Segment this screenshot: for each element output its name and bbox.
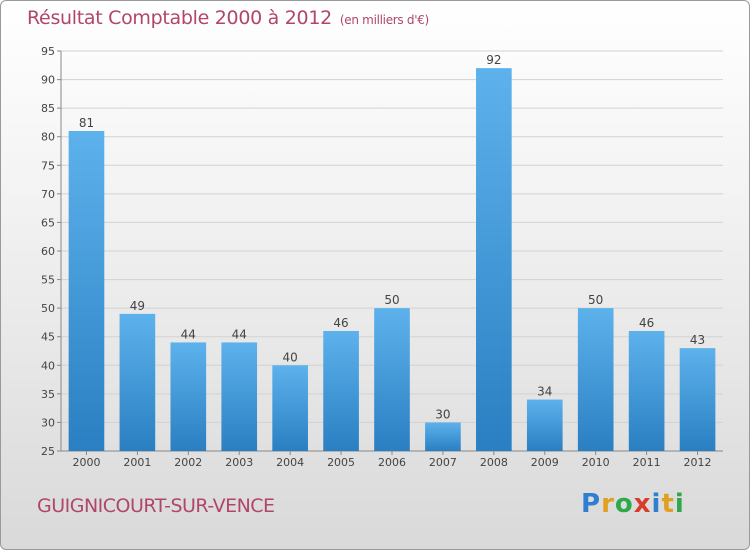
logo-letter: o [614,489,634,519]
bar-value-label: 50 [384,293,399,307]
y-tick-label: 80 [41,131,55,144]
y-tick-label: 45 [41,331,55,344]
y-tick-label: 85 [41,102,55,115]
y-tick-label: 75 [41,159,55,172]
bar [577,308,614,451]
logo-letter: i [674,489,685,519]
bar [221,342,258,451]
bar-value-label: 81 [79,116,94,130]
chart-title: Résultat Comptable 2000 à 2012 (en millie… [27,7,429,29]
x-tick-label: 2009 [531,456,559,469]
logo-letter: x [633,489,652,519]
bar [272,365,308,451]
bar-value-label: 49 [130,299,145,313]
bars [68,68,716,452]
y-tick-label: 35 [41,388,55,401]
x-tick-label: 2011 [633,456,661,469]
logo-letter: t [661,489,675,519]
logo-letter: r [601,489,615,519]
y-tick-label: 30 [41,416,55,429]
x-tick-label: 2008 [480,456,508,469]
x-tick-label: 2005 [327,456,355,469]
x-tick-label: 2006 [378,456,406,469]
logo-letter: P [581,489,602,519]
bar [170,342,207,451]
bar [476,68,512,452]
x-tick-label: 2012 [684,456,712,469]
x-tick-label: 2002 [174,456,202,469]
bar [119,313,156,451]
bar [374,308,410,451]
x-tick-label: 2001 [123,456,151,469]
bar-value-label: 43 [690,333,705,347]
bar-value-label: 40 [283,350,298,364]
y-tick-label: 55 [41,274,55,287]
bar-value-label: 44 [232,327,247,341]
commune-name: GUIGNICOURT-SUR-VENCE [37,495,275,517]
logo-letter: i [651,489,662,519]
bar-value-label: 50 [588,293,603,307]
y-tick-label: 40 [41,359,55,372]
bar-value-label: 30 [435,407,450,421]
bar-value-label: 92 [486,53,501,67]
labels: 81 2000 49 2001 44 2002 44 2003 40 2004 46 2005 50 20… [72,53,711,469]
y-tick-label: 60 [41,245,55,258]
x-tick-label: 2000 [72,456,100,469]
bar-value-label: 46 [333,316,348,330]
x-tick-label: 2003 [225,456,253,469]
proxiti-logo[interactable]: Proxiti [581,489,685,519]
bar-value-label: 44 [181,327,196,341]
bar-chart: 25 30 35 40 45 50 55 60 65 70 75 80 85 90 95 81 2000 49 2… [41,45,723,469]
y-tick-label: 90 [41,74,55,87]
y-tick-label: 70 [41,188,55,201]
y-tick-label: 95 [41,45,55,58]
x-tick-label: 2004 [276,456,304,469]
bar [679,348,716,451]
bar [425,422,461,451]
bar [323,331,359,451]
bar [628,331,665,451]
chart-subtitle: (en milliers d'€) [339,13,429,27]
x-tick-label: 2007 [429,456,457,469]
y-tick-label: 65 [41,216,55,229]
x-tick-label: 2010 [582,456,610,469]
y-tick-label: 50 [41,302,55,315]
bar [68,131,105,451]
chart-title-text: Résultat Comptable 2000 à 2012 [27,7,332,29]
bar [526,399,563,451]
y-tick-label: 25 [41,445,55,458]
bar-value-label: 34 [537,385,552,399]
bar-value-label: 46 [639,316,654,330]
